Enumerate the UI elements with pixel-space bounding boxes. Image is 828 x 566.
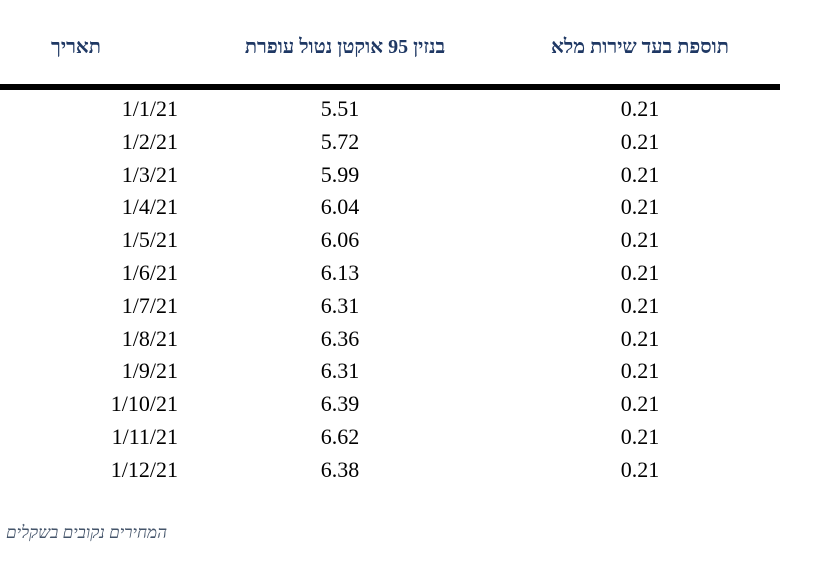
service-cell: 0.21 [620,260,660,285]
table-row: 1/11/21 6.62 0.21 [0,424,780,457]
price-cell: 6.62 [320,424,360,449]
header-service: תוספת בעד שירות מלא [551,36,729,58]
table-row: 1/5/21 6.06 0.21 [0,227,780,260]
price-cell: 6.36 [320,325,360,351]
date-cell: 1/10/21 [110,391,178,417]
price-cell: 6.31 [320,358,360,384]
service-cell: 0.21 [620,391,660,417]
date-cell: 1/6/21 [121,260,178,285]
service-cell: 0.21 [620,128,660,154]
price-cell: 6.31 [320,292,360,318]
price-cell: 5.51 [320,96,360,121]
table-row: 1/9/21 6.31 0.21 [0,358,780,391]
price-cell: 6.38 [320,456,360,482]
date-cell: 1/8/21 [121,325,178,351]
header-date: תאריך [51,36,101,58]
price-cell: 6.06 [320,227,360,253]
table-row: 1/1/21 5.51 0.21 [0,96,780,129]
table-row: 1/2/21 5.72 0.21 [0,129,780,162]
service-cell: 0.21 [620,161,660,187]
date-cell: 1/12/21 [110,456,178,482]
table-row: 1/8/21 6.36 0.21 [0,326,780,359]
header-rule [0,84,780,90]
price-cell: 6.04 [320,194,360,220]
date-cell: 1/3/21 [121,161,178,187]
date-cell: 1/11/21 [111,424,178,449]
service-cell: 0.21 [620,358,660,384]
date-cell: 1/5/21 [121,227,178,253]
service-cell: 0.21 [620,456,660,482]
table-row: 1/7/21 6.31 0.21 [0,293,780,326]
header-price: בנזין 95 אוקטן נטול עופרת [244,36,446,58]
price-cell: 6.39 [320,391,360,417]
service-cell: 0.21 [620,325,660,351]
date-cell: 1/9/21 [121,358,178,384]
price-cell: 6.13 [320,260,360,285]
date-cell: 1/2/21 [121,128,178,154]
table-row: 1/6/21 6.13 0.21 [0,260,780,293]
service-cell: 0.21 [620,227,660,253]
price-cell: 5.99 [320,161,360,187]
table-row: 1/3/21 5.99 0.21 [0,162,780,195]
table-row: 1/12/21 6.38 0.21 [0,457,780,490]
date-cell: 1/4/21 [121,194,178,220]
date-cell: 1/7/21 [121,292,178,318]
service-cell: 0.21 [620,194,660,220]
price-cell: 5.72 [320,128,360,154]
date-cell: 1/1/21 [121,96,178,121]
service-cell: 0.21 [620,96,660,121]
table-row: 1/4/21 6.04 0.21 [0,194,780,227]
table-row: 1/10/21 6.39 0.21 [0,391,780,424]
service-cell: 0.21 [620,292,660,318]
service-cell: 0.21 [620,424,660,449]
footnote: המחירים נקובים בשקלים [6,523,168,542]
